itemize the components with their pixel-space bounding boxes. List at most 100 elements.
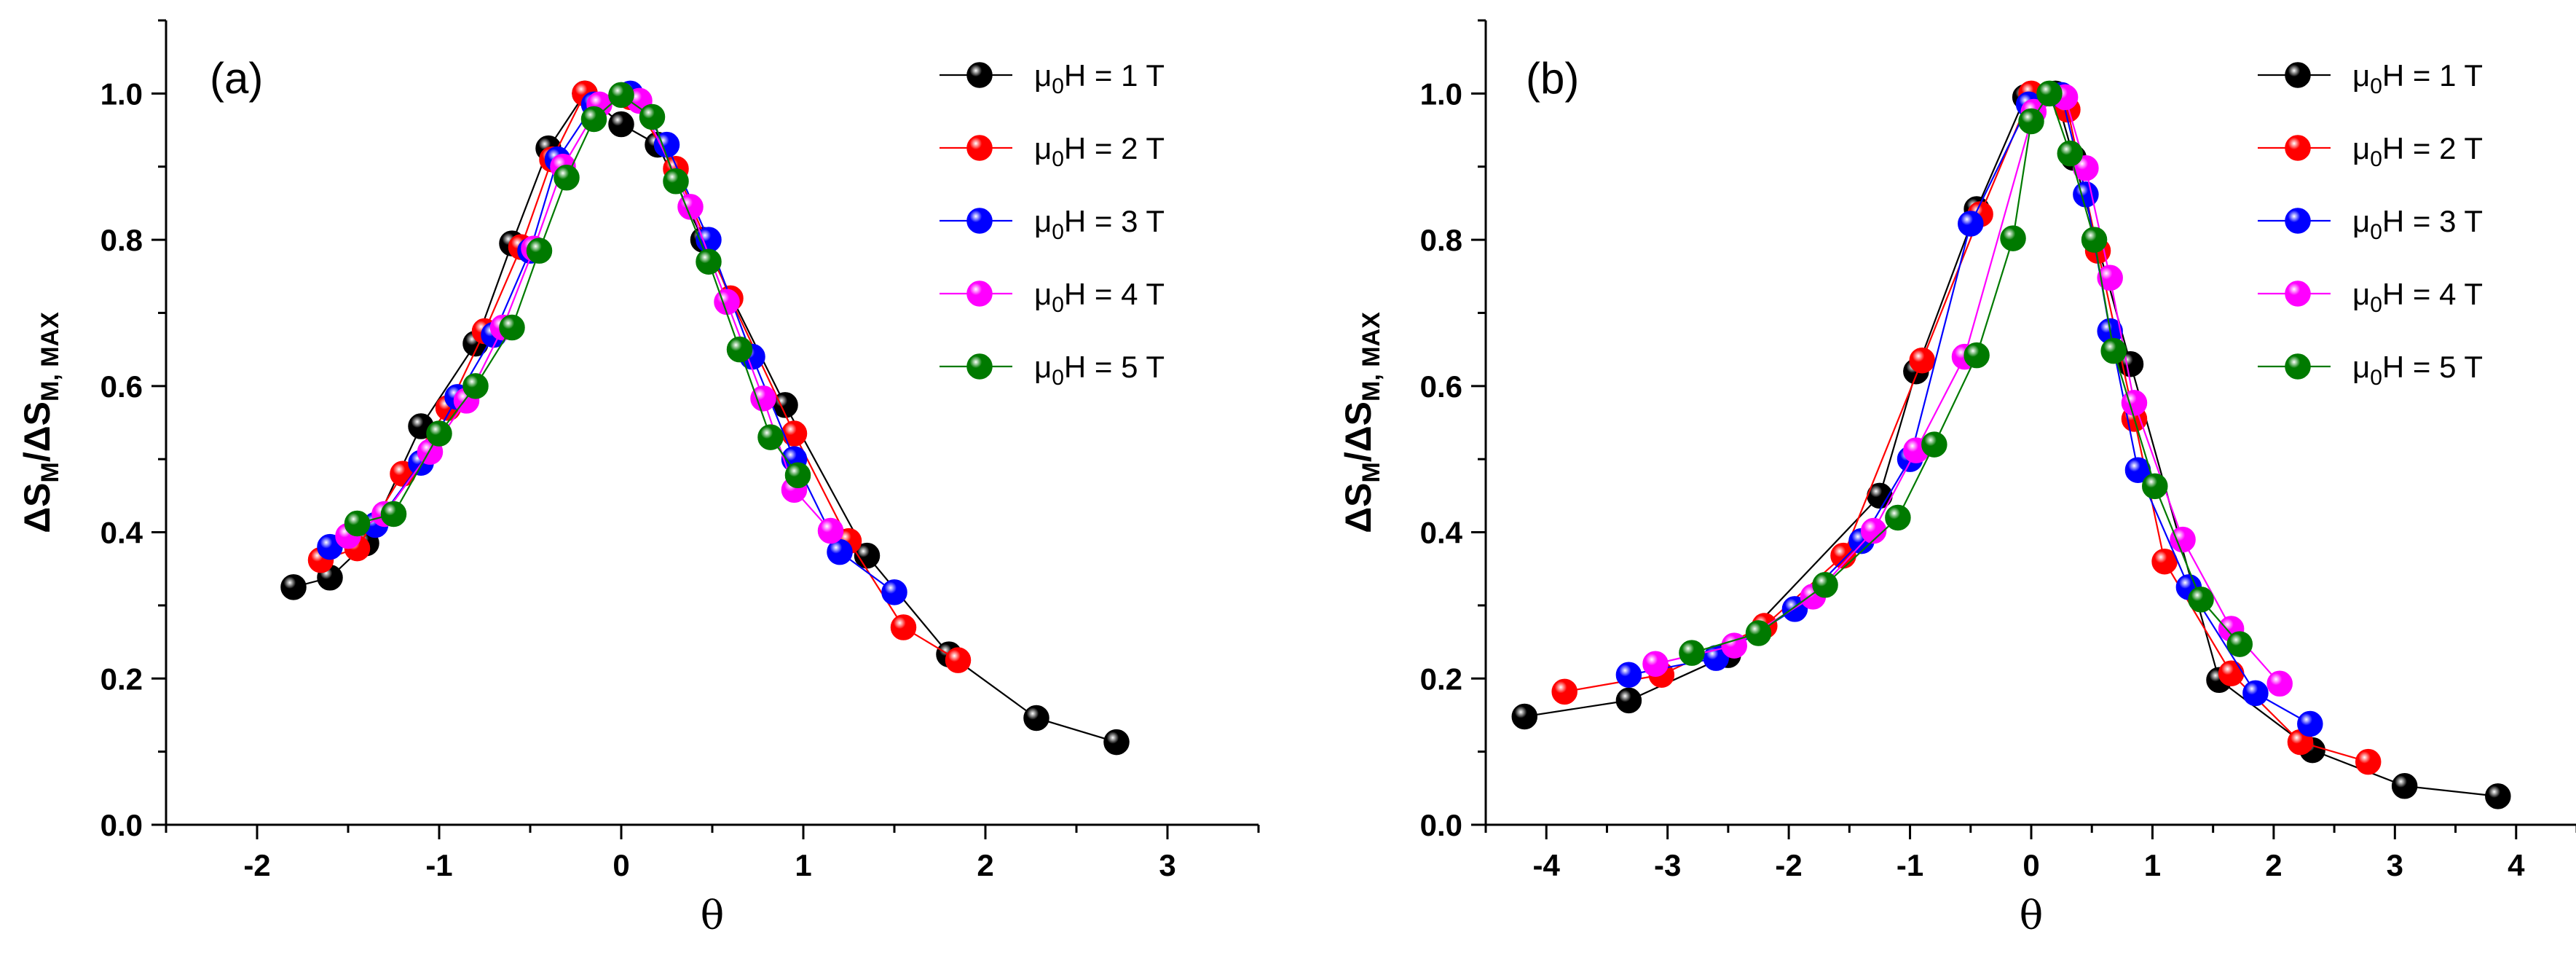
data-point	[881, 579, 907, 605]
legend-marker	[2285, 281, 2311, 307]
data-point	[1812, 572, 1838, 598]
data-point	[1679, 640, 1705, 666]
legend-label-part: 0	[1052, 220, 1064, 244]
legend-label: μ0H = 4 T	[1034, 277, 1165, 317]
data-point	[945, 647, 972, 673]
y-tick-label: 1.0	[1420, 77, 1462, 111]
data-point	[639, 103, 666, 130]
data-point	[2391, 773, 2418, 799]
data-point	[1721, 632, 1747, 659]
x-tick-label: -1	[1896, 848, 1923, 882]
legend-label-part: 0	[1052, 147, 1064, 171]
legend-label-part: μ	[2352, 350, 2370, 384]
y-tick-label: 1.0	[101, 77, 143, 111]
legend-marker	[2285, 353, 2311, 380]
legend-marker	[2285, 62, 2311, 88]
data-point	[2485, 783, 2511, 809]
legend-entry: μ0H = 5 T	[2258, 350, 2483, 390]
series-line	[1628, 93, 2311, 725]
data-point	[1860, 517, 1887, 544]
x-tick-label: -4	[1533, 848, 1561, 882]
panel-label: (a)	[210, 54, 263, 103]
data-point	[1909, 347, 1935, 374]
legend-marker	[966, 208, 993, 234]
series-3	[1615, 82, 2323, 737]
data-point	[750, 385, 776, 412]
legend-label: μ0H = 3 T	[2352, 204, 2483, 244]
legend-entry: μ0H = 1 T	[940, 58, 1165, 98]
legend-label-part: 0	[2370, 366, 2382, 390]
legend-label-part: μ	[2352, 131, 2370, 165]
data-point	[2097, 264, 2123, 291]
x-tick-label: 3	[1159, 848, 1175, 882]
legend-label-part: H = 2 T	[2382, 131, 2483, 165]
y-tick-label: 0.4	[1420, 516, 1463, 550]
legend-entry: μ0H = 3 T	[940, 204, 1165, 244]
x-tick-label: 4	[2508, 848, 2525, 882]
data-point	[2242, 680, 2269, 707]
data-point	[608, 82, 634, 109]
panel-a: -2 -1 0 1 2 3 0.0 0.2 0.4 0.6 0.8 1.0 θ ΔSM/ΔSM, MAX (…	[17, 19, 1260, 938]
y-axis-label-main: ΔS	[17, 483, 58, 533]
legend-label-part: μ	[1034, 350, 1052, 384]
data-point	[2226, 631, 2253, 657]
data-point	[2081, 227, 2108, 253]
legend-marker	[966, 62, 993, 88]
series-line	[329, 93, 895, 593]
data-point	[2018, 108, 2044, 135]
x-tick-label: -1	[425, 848, 452, 882]
y-axis-label-slash: /ΔS	[1338, 401, 1379, 462]
legend-label: μ0H = 5 T	[1034, 350, 1165, 390]
y-tick-label: 0.6	[101, 369, 143, 404]
legend-marker	[2285, 135, 2311, 161]
legend-label-part: H = 4 T	[2382, 277, 2483, 311]
legend-label-part: 0	[1052, 74, 1064, 98]
legend-label-part: μ	[2352, 204, 2370, 238]
data-point	[2121, 390, 2148, 416]
data-point	[280, 574, 307, 600]
data-point	[580, 106, 607, 133]
legend-label-part: 0	[2370, 220, 2382, 244]
legend-entry: μ0H = 2 T	[2258, 131, 2483, 171]
data-point	[2170, 526, 2196, 553]
legend-entry: μ0H = 5 T	[940, 350, 1165, 390]
legend-marker	[2285, 208, 2311, 234]
legend-label: μ0H = 3 T	[1034, 204, 1165, 244]
x-tick-label: 1	[2144, 848, 2161, 882]
y-axis-label-sub1: M	[36, 462, 64, 482]
data-point	[1615, 662, 1642, 689]
data-point	[2188, 587, 2214, 613]
legend-label-part: μ	[1034, 277, 1052, 311]
legend-entry: μ0H = 1 T	[2258, 58, 2483, 98]
legend-label-part: 0	[2370, 147, 2382, 171]
x-tick-label: 0	[613, 848, 629, 882]
data-point	[1551, 678, 1577, 705]
data-point	[2142, 473, 2168, 500]
y-tick-label: 0.2	[101, 662, 143, 696]
data-point	[784, 462, 811, 489]
data-point	[714, 289, 740, 315]
data-point	[526, 238, 553, 264]
legend-label: μ0H = 2 T	[2352, 131, 2483, 171]
data-point	[1511, 703, 1538, 730]
legend-label-part: 0	[1052, 293, 1064, 317]
data-point	[380, 501, 407, 528]
data-point	[1023, 705, 1049, 732]
x-axis-label: θ	[2020, 893, 2044, 938]
legend-label-part: H = 1 T	[2382, 58, 2483, 93]
data-point	[1745, 620, 1772, 646]
data-point	[854, 542, 881, 569]
legend-entry: μ0H = 2 T	[940, 131, 1165, 171]
x-tick-label: 2	[2265, 848, 2282, 882]
legend-label-part: μ	[2352, 277, 2370, 311]
y-tick-label: 0.0	[101, 808, 143, 842]
y-axis-label-main: ΔS	[1338, 483, 1379, 533]
legend-label-part: H = 5 T	[1064, 350, 1165, 384]
legend-label: μ0H = 5 T	[2352, 350, 2483, 390]
legend-entry: μ0H = 4 T	[2258, 277, 2483, 317]
legend-label: μ0H = 1 T	[1034, 58, 1165, 98]
series-5	[1679, 80, 2253, 666]
data-point	[1885, 504, 1911, 531]
data-point	[2266, 670, 2293, 697]
data-point	[1103, 729, 1130, 756]
